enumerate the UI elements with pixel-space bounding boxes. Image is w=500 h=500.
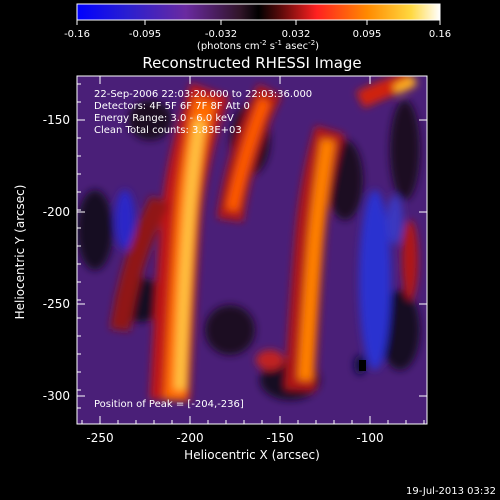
- info-peak-position: Position of Peak = [-204,-236]: [94, 399, 244, 410]
- colorbar-tick-label: -0.032: [205, 29, 237, 40]
- colorbar-tick-label: 0.095: [353, 29, 382, 40]
- y-tick-label: -200: [43, 205, 70, 219]
- rhessi-image: [77, 76, 427, 424]
- x-tick-label: -100: [356, 431, 383, 445]
- y-axis-label: Heliocentric Y (arcsec): [13, 185, 27, 320]
- y-tick-label: -150: [43, 113, 70, 127]
- x-tick-label: -200: [176, 431, 203, 445]
- info-energy-range: Energy Range: 3.0 - 6.0 keV: [94, 113, 234, 124]
- info-clean-counts: Clean Total counts: 3.83E+03: [94, 125, 242, 136]
- info-detectors: Detectors: 4F 5F 6F 7F 8F Att 0: [94, 101, 250, 112]
- y-tick-label: -300: [43, 389, 70, 403]
- colorbar-tick-label: 0.032: [282, 29, 311, 40]
- colorbar-tick-label: 0.16: [429, 29, 451, 40]
- x-tick-label: -250: [86, 431, 113, 445]
- info-overlay: 22-Sep-2006 22:03:20.000 to 22:03:36.000…: [94, 89, 312, 410]
- x-axis-label: Heliocentric X (arcsec): [184, 448, 320, 462]
- plot-title: Reconstructed RHESSI Image: [142, 54, 361, 72]
- x-axis: -250 -200 -150 -100: [81, 76, 425, 445]
- y-axis: -150 -200 -250 -300: [43, 83, 427, 409]
- colorbar: -0.16 -0.095 -0.032 0.032 0.095 0.16 (photons…: [64, 3, 451, 52]
- colorbar-ticks: -0.16 -0.095 -0.032 0.032 0.095 0.16: [64, 20, 451, 40]
- x-tick-label: -150: [266, 431, 293, 445]
- colorbar-tick-label: -0.095: [129, 29, 161, 40]
- colorbar-tick-label: -0.16: [64, 29, 90, 40]
- colorbar-units-label: (photons cm-2 s-1 asec-2): [197, 39, 319, 52]
- footer-timestamp: 19-Jul-2013 03:32: [406, 486, 496, 497]
- peak-marker: [359, 360, 366, 371]
- image-emission-blobs: [77, 76, 420, 401]
- info-time-range: 22-Sep-2006 22:03:20.000 to 22:03:36.000: [94, 89, 312, 100]
- y-tick-label: -250: [43, 297, 70, 311]
- colorbar-gradient: [76, 3, 441, 21]
- plot-frame: [76, 75, 428, 425]
